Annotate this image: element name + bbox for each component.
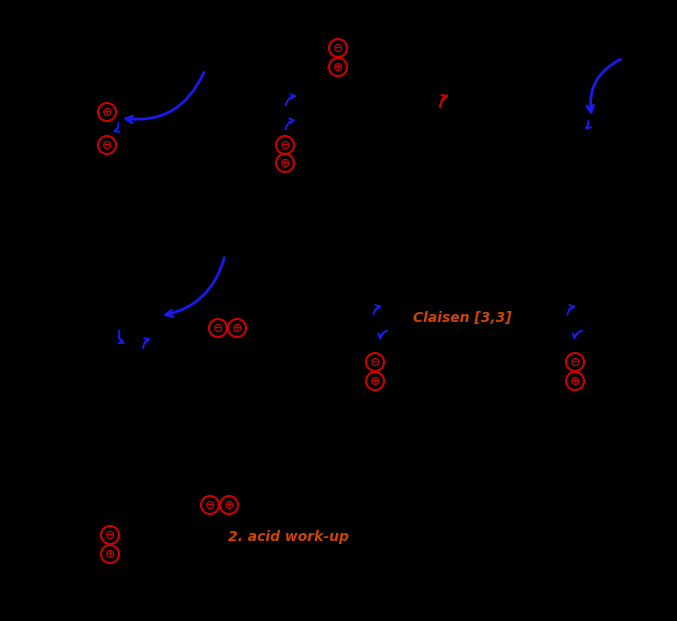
Text: ⊖: ⊖ — [370, 355, 380, 368]
Text: ⊖: ⊖ — [280, 138, 290, 152]
Text: ⊕: ⊕ — [570, 374, 580, 388]
Text: ⊕: ⊕ — [333, 60, 343, 73]
Text: ⊕: ⊕ — [280, 156, 290, 170]
Text: ⊕: ⊕ — [105, 548, 115, 561]
Text: ⊖: ⊖ — [102, 138, 112, 152]
Text: ⊖: ⊖ — [333, 42, 343, 55]
Text: ⊖: ⊖ — [570, 355, 580, 368]
Text: ⊕: ⊕ — [232, 322, 242, 335]
Text: ⊕: ⊕ — [224, 499, 234, 512]
Text: ⊖: ⊖ — [213, 322, 223, 335]
Text: ⊖: ⊖ — [204, 499, 215, 512]
Text: Claisen [3,3]: Claisen [3,3] — [413, 311, 511, 325]
Text: ⊕: ⊕ — [102, 106, 112, 119]
Text: ⊕: ⊕ — [370, 374, 380, 388]
Text: ⊖: ⊖ — [105, 528, 115, 542]
Text: 2. acid work-up: 2. acid work-up — [228, 530, 349, 544]
